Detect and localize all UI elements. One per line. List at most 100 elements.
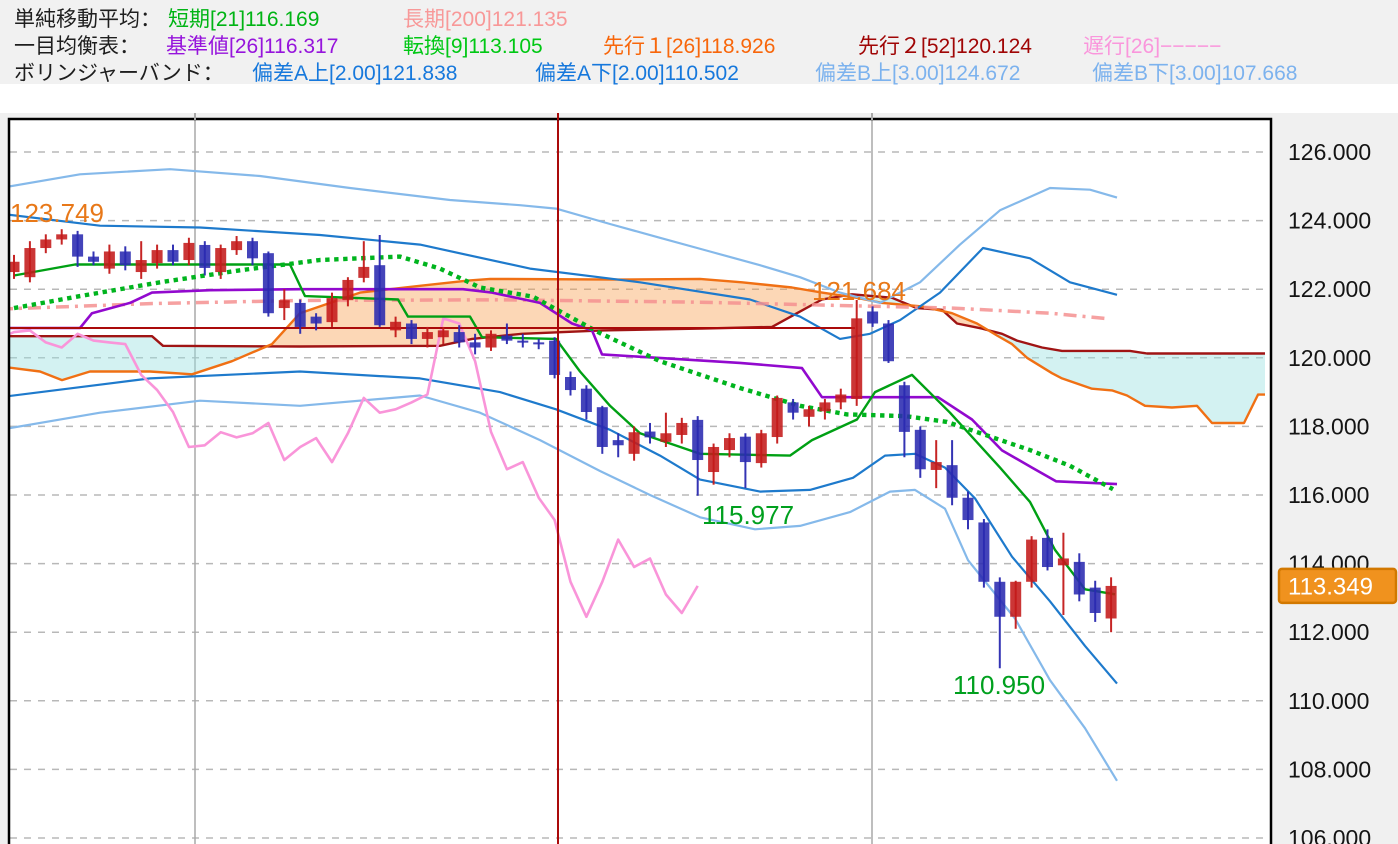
y-label-10[interactable]: 106.000 — [1288, 825, 1371, 844]
candle-50 — [803, 405, 815, 427]
candle-body — [835, 394, 847, 403]
candle-32 — [517, 333, 529, 348]
cloud-segment — [755, 283, 760, 328]
candle-body — [24, 248, 36, 278]
cloud-segment — [435, 283, 440, 346]
cloud-segment — [1240, 353, 1245, 423]
plot-content: 123.749 121.684 115.977 110.950 — [9, 120, 1270, 844]
price-annotation-0: 123.749 — [10, 198, 104, 228]
cloud-segment — [790, 287, 795, 318]
candle-body — [978, 522, 990, 582]
y-label-0[interactable]: 126.000 — [1288, 139, 1371, 165]
legend-row-2-item-3: 偏差B下[3.00]107.668 — [1092, 62, 1298, 85]
cloud-segment — [1085, 350, 1090, 388]
candle-67 — [1073, 553, 1085, 602]
candle-0 — [9, 254, 20, 279]
candles-layer — [9, 229, 1117, 669]
candle-body — [88, 256, 99, 262]
cloud-segment — [1040, 347, 1045, 369]
y-label-3[interactable]: 120.000 — [1288, 345, 1371, 371]
cloud-segment — [540, 279, 545, 333]
legend-row-2-label: ボリンジャーバンド： — [14, 62, 224, 85]
cloud-segment — [545, 279, 550, 333]
candle-49 — [787, 398, 799, 420]
cloud-segment — [805, 289, 810, 309]
cloud-segment — [60, 336, 65, 380]
cloud-segment — [145, 336, 150, 372]
candle-7 — [119, 246, 131, 271]
cloud-segment — [1015, 339, 1020, 352]
candle-body — [278, 300, 290, 309]
candle-body — [867, 311, 879, 324]
legend-row-1-item-2: 先行１[26]118.926 — [603, 35, 776, 58]
cloud-segment — [580, 279, 585, 332]
candle-6 — [103, 244, 115, 274]
cloud-segment — [320, 304, 325, 347]
cloud-segment — [1160, 353, 1165, 408]
cloud-segment — [280, 329, 285, 347]
candle-body — [533, 342, 545, 345]
cloud-segment — [1220, 353, 1225, 423]
y-label-1[interactable]: 124.000 — [1288, 208, 1371, 234]
cloud-segment — [1200, 353, 1205, 415]
candle-8 — [135, 241, 147, 279]
candle-36 — [580, 385, 592, 420]
legend-row-2-item-2: 偏差B上[3.00]124.672 — [815, 62, 1021, 85]
cloud-segment — [530, 279, 535, 334]
cloud-segment — [725, 281, 730, 329]
cloud-segment — [780, 286, 785, 323]
cloud-segment — [225, 346, 230, 364]
y-label-8[interactable]: 110.000 — [1288, 688, 1369, 714]
cloud-segment — [1070, 350, 1075, 383]
candle-45 — [724, 433, 735, 458]
candle-body — [437, 330, 449, 338]
y-label-7[interactable]: 112.000 — [1288, 619, 1369, 645]
cloud-segment — [205, 346, 210, 370]
y-axis-labels: 126.000 124.000 122.000 120.000 118.000 116.0… — [1288, 139, 1371, 844]
cloud-segment — [400, 287, 405, 346]
candle-body — [596, 407, 608, 447]
candle-54 — [867, 306, 879, 327]
candle-body — [708, 446, 720, 473]
cloud-segment — [75, 336, 80, 377]
candle-body — [1042, 537, 1053, 568]
cloud-segment — [1255, 353, 1260, 401]
cloud-segment — [570, 279, 575, 332]
cloud-segment — [1130, 350, 1135, 401]
line-sma-long — [9, 298, 1111, 321]
y-label-4[interactable]: 118.000 — [1288, 413, 1369, 439]
y-label-2[interactable]: 122.000 — [1288, 276, 1371, 302]
legend-row-0-item-0: 短期[21]116.169 — [168, 8, 320, 31]
candle-body — [1105, 585, 1117, 619]
candle-body — [676, 422, 688, 435]
cloud-segment — [1155, 353, 1160, 407]
cloud-segment — [1165, 353, 1170, 408]
cloud-segment — [350, 294, 355, 347]
cloud-segment — [345, 296, 350, 347]
price-annotation-1: 121.684 — [812, 276, 906, 306]
cloud-segment — [85, 336, 90, 374]
cloud-segment — [480, 279, 485, 339]
candle-body — [390, 321, 402, 331]
cloud-segment — [65, 336, 70, 380]
candle-18 — [294, 299, 306, 334]
y-label-9[interactable]: 108.000 — [1288, 756, 1371, 782]
legend-row-0-item-1: 長期[200]121.135 — [403, 8, 568, 31]
candle-23 — [374, 235, 386, 327]
candle-68 — [1089, 580, 1101, 622]
cloud-segment — [675, 279, 680, 330]
candle-22 — [358, 241, 370, 283]
cloud-segment — [610, 279, 615, 331]
cloud-segment — [1205, 353, 1210, 421]
candle-12 — [199, 241, 211, 276]
candle-body — [501, 335, 513, 341]
line-senkou2 — [9, 293, 1265, 355]
y-label-5[interactable]: 116.000 — [1288, 482, 1369, 508]
cloud-segment — [690, 279, 695, 329]
candle-14 — [231, 236, 243, 255]
candle-body — [883, 323, 894, 362]
candle-61 — [978, 519, 990, 588]
cloud-segment — [120, 336, 125, 372]
